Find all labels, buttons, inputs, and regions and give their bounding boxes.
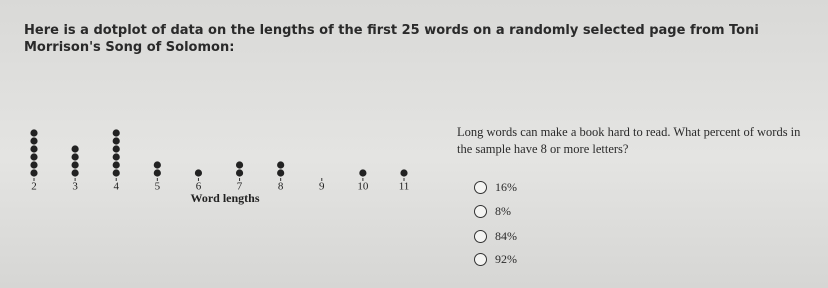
- x-tick-label: 7: [237, 181, 243, 193]
- x-tick-label: 4: [113, 181, 119, 193]
- dot: [30, 169, 38, 177]
- dot: [30, 161, 38, 169]
- choice[interactable]: 16%: [474, 180, 517, 195]
- x-tick-label: 11: [399, 181, 410, 193]
- x-tick-label: 2: [31, 181, 37, 193]
- choice-label: 84%: [495, 229, 517, 243]
- dot: [71, 169, 79, 177]
- radio-button[interactable]: [474, 181, 487, 194]
- prompt: Here is a dotplot of data on the lengths…: [24, 23, 759, 55]
- dot: [359, 169, 367, 177]
- dot: [277, 169, 285, 177]
- radio-button[interactable]: [474, 253, 487, 266]
- dot: [235, 161, 244, 169]
- x-axis-label: Word lengths: [190, 191, 259, 205]
- x-tick-label: 9: [319, 181, 325, 193]
- radio-button[interactable]: [474, 205, 487, 218]
- choice-label: 8%: [495, 204, 511, 218]
- choice-label: 16%: [495, 180, 517, 194]
- dot: [71, 145, 79, 153]
- choice[interactable]: 8%: [474, 204, 511, 219]
- dot: [277, 161, 285, 169]
- dot: [30, 145, 38, 153]
- dot: [153, 169, 161, 177]
- dot: [194, 169, 203, 177]
- dot: [235, 169, 244, 177]
- dot: [112, 129, 120, 137]
- question: Long words can make a book hard to read.…: [457, 125, 801, 156]
- choice-label: 92%: [495, 252, 517, 266]
- dot: [112, 161, 120, 169]
- dot: [71, 153, 79, 161]
- x-tick-label: 10: [357, 181, 369, 193]
- radio-button[interactable]: [474, 230, 487, 243]
- choice[interactable]: 92%: [474, 252, 517, 267]
- x-tick-label: 3: [72, 181, 78, 193]
- x-tick-label: 6: [196, 181, 202, 193]
- dot: [71, 161, 79, 169]
- dot: [112, 169, 120, 177]
- x-tick-label: 5: [155, 181, 161, 193]
- dot: [112, 137, 120, 145]
- choice[interactable]: 84%: [474, 229, 517, 244]
- dot: [30, 137, 38, 145]
- dot: [30, 153, 38, 161]
- dot: [30, 129, 38, 137]
- dot: [112, 153, 120, 161]
- x-tick-label: 8: [278, 181, 284, 193]
- dot: [153, 161, 161, 169]
- dot: [400, 169, 408, 177]
- dot: [112, 145, 120, 153]
